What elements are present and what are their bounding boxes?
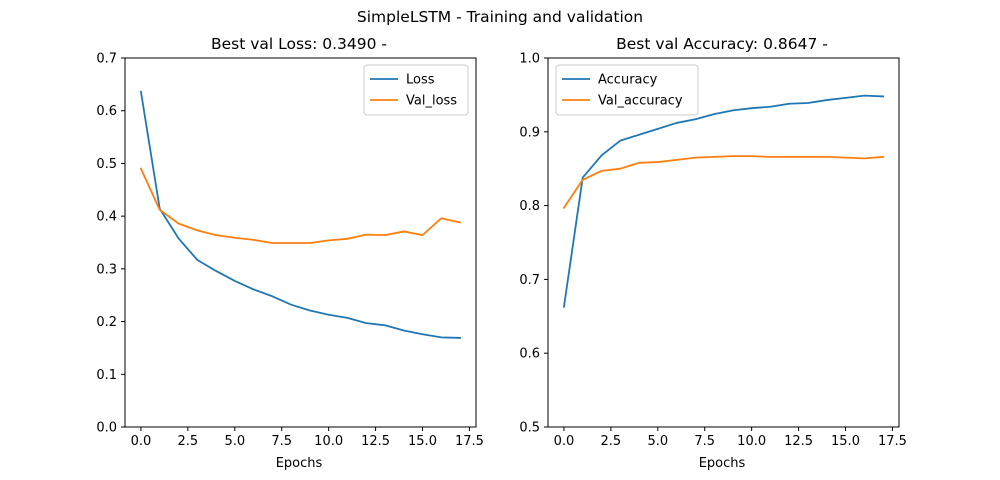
accuracy-y-tick-label: 0.7 <box>519 273 540 288</box>
loss-y-tick-label: 0.3 <box>96 262 117 277</box>
accuracy-axes-frame <box>547 57 900 428</box>
accuracy-x-tick-label: 15.0 <box>831 434 860 449</box>
accuracy-panel-title: Best val Accuracy: 0.8647 - <box>616 35 828 53</box>
accuracy-legend-label-0: Accuracy <box>598 73 658 88</box>
accuracy-legend-label-1: Val_accuracy <box>598 94 683 109</box>
accuracy-y-tick-label: 0.6 <box>519 347 540 362</box>
accuracy-panel: Best val Accuracy: 0.8647 - Epochs 0.0 2.… <box>519 35 907 471</box>
loss-x-tick-label: 12.5 <box>361 434 390 449</box>
accuracy-legend-box <box>555 64 699 116</box>
loss-y-tick-label: 0.5 <box>96 157 117 172</box>
accuracy-series-line-0 <box>562 94 884 308</box>
loss-y-tick-label: 0.4 <box>96 210 117 225</box>
accuracy-x-tick-label: 5.0 <box>647 434 668 449</box>
accuracy-legend: Accuracy Val_accuracy <box>555 64 699 116</box>
loss-x-tick-label: 2.5 <box>178 434 199 449</box>
loss-x-tick-label: 5.0 <box>224 434 245 449</box>
accuracy-x-tick-label: 10.0 <box>737 434 766 449</box>
loss-axes-frame <box>124 57 477 428</box>
accuracy-series-line-1 <box>562 155 885 210</box>
accuracy-x-tick-label: 0.0 <box>554 434 575 449</box>
loss-x-tick-label: 10.0 <box>314 434 343 449</box>
figure-suptitle: SimpleLSTM - Training and validation <box>357 8 643 26</box>
loss-x-tick-label: 17.5 <box>455 434 484 449</box>
loss-legend-box <box>363 64 469 116</box>
accuracy-x-tick-label: 17.5 <box>878 434 907 449</box>
loss-y-tick-label: 0.1 <box>96 368 117 383</box>
loss-y-tick-label: 0.0 <box>96 421 117 436</box>
loss-legend-label-0: Loss <box>406 73 435 88</box>
accuracy-x-axis-label: Epochs <box>699 456 746 471</box>
loss-legend-label-1: Val_loss <box>406 94 457 109</box>
loss-y-tick-label: 0.2 <box>96 315 117 330</box>
loss-series-line-1 <box>139 167 462 244</box>
loss-x-tick-label: 7.5 <box>271 434 292 449</box>
loss-legend: Loss Val_loss <box>363 64 469 116</box>
accuracy-y-tick-label: 1.0 <box>519 52 540 67</box>
accuracy-x-tick-label: 2.5 <box>601 434 622 449</box>
accuracy-x-tick-label: 7.5 <box>694 434 715 449</box>
loss-panel: Best val Loss: 0.3490 - Epochs 0.0 2.5 5.0… <box>96 35 484 471</box>
loss-x-axis-label: Epochs <box>276 456 323 471</box>
loss-y-tick-label: 0.6 <box>96 104 117 119</box>
accuracy-y-tick-label: 0.5 <box>519 421 540 436</box>
loss-x-tick-label: 15.0 <box>408 434 437 449</box>
accuracy-y-tick-label: 0.8 <box>519 199 540 214</box>
accuracy-x-tick-label: 12.5 <box>784 434 813 449</box>
loss-y-tick-label: 0.7 <box>96 52 117 67</box>
loss-x-tick-label: 0.0 <box>131 434 152 449</box>
loss-panel-title: Best val Loss: 0.3490 - <box>211 35 387 53</box>
loss-series-line-0 <box>139 90 461 339</box>
accuracy-y-tick-label: 0.9 <box>519 125 540 140</box>
